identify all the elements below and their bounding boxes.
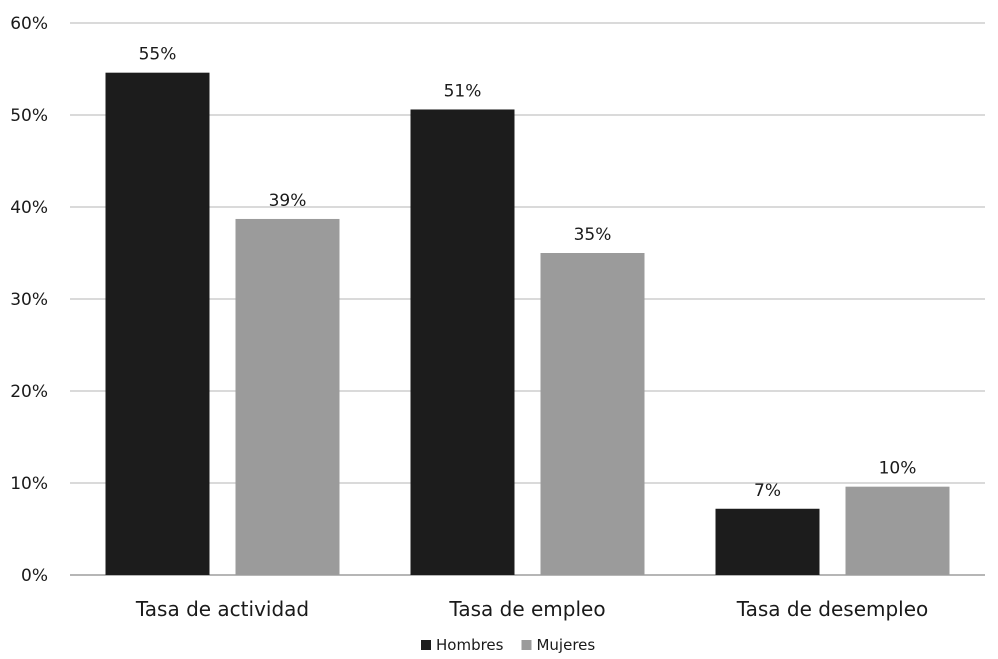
bar-mujeres [845,486,950,575]
legend-swatch-hombres [421,640,431,650]
y-tick-label: 0% [21,566,48,586]
bar-hombres [715,508,820,575]
category-label: Tasa de empleo [448,597,605,621]
y-tick-label: 30% [10,290,48,310]
data-label: 55% [139,45,177,65]
category-label: Tasa de actividad [135,597,309,621]
y-tick-label: 60% [10,14,48,34]
legend: Hombres Mujeres [421,636,595,654]
bar-hombres [105,72,210,576]
data-label: 7% [754,481,781,501]
bar-hombres [410,109,515,575]
data-label: 10% [879,459,917,479]
bar-mujeres [540,253,645,575]
legend-swatch-mujeres [521,640,532,650]
category-label: Tasa de desempleo [736,597,929,621]
bars [105,72,950,576]
bar-mujeres [235,218,340,575]
legend-label: Hombres [436,636,504,654]
y-tick-label: 10% [10,474,48,494]
data-labels: 55% 39% 51% 35% 7% 10% [139,45,917,501]
y-tick-label: 50% [10,106,48,126]
y-axis-ticks: 0% 10% 20% 30% 40% 50% 60% [10,14,48,586]
data-label: 39% [269,191,307,211]
data-label: 51% [444,81,482,101]
legend-label: Mujeres [536,636,595,654]
y-tick-label: 40% [10,198,48,218]
gridlines [70,22,985,576]
data-label: 35% [574,225,612,245]
y-tick-label: 20% [10,382,48,402]
x-axis-categories: Tasa de actividad Tasa de empleo Tasa de d… [135,597,928,621]
